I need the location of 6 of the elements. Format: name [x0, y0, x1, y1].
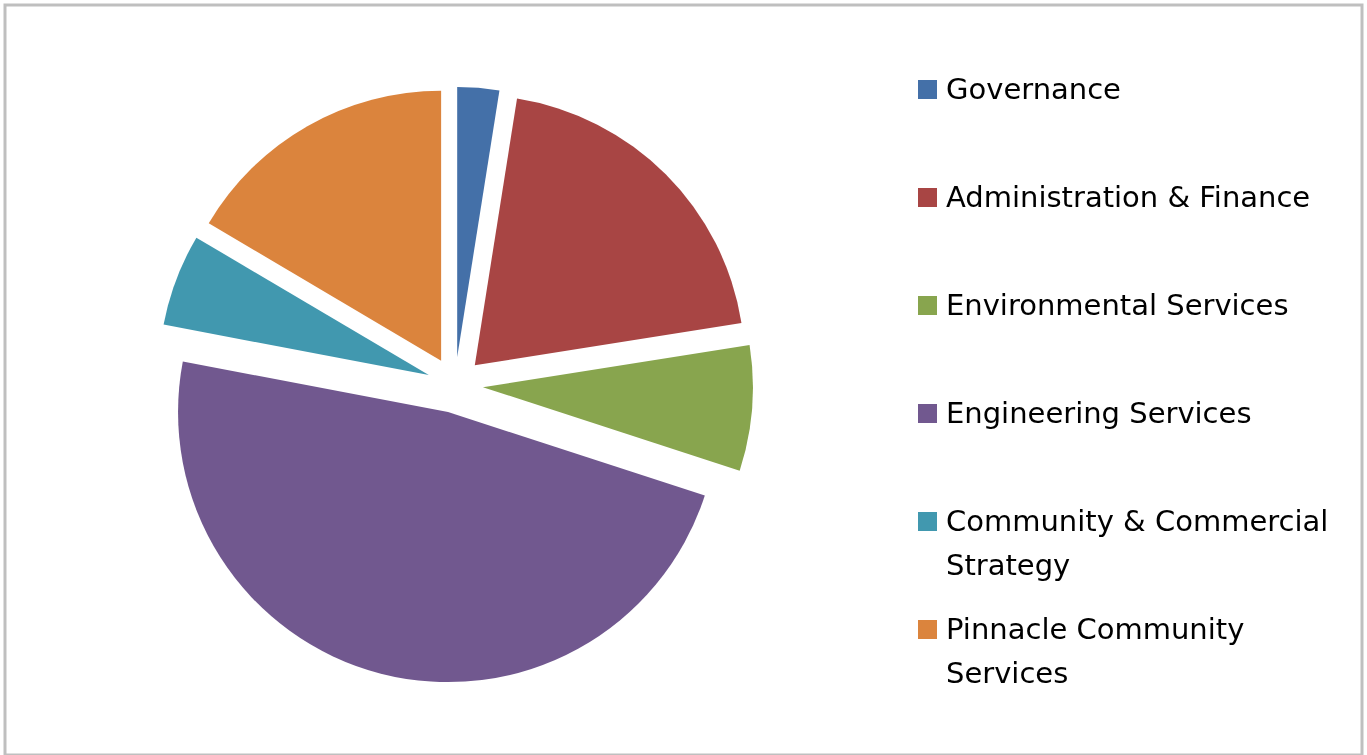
legend-label: Governance [946, 72, 1121, 106]
legend-label: Environmental Services [946, 288, 1289, 322]
legend-label: Administration & Finance [946, 180, 1311, 214]
legend-label: Pinnacle Community Services [946, 612, 1245, 690]
legend-label: Engineering Services [946, 396, 1252, 430]
legend-label: Community & Commercial Strategy [946, 504, 1329, 582]
